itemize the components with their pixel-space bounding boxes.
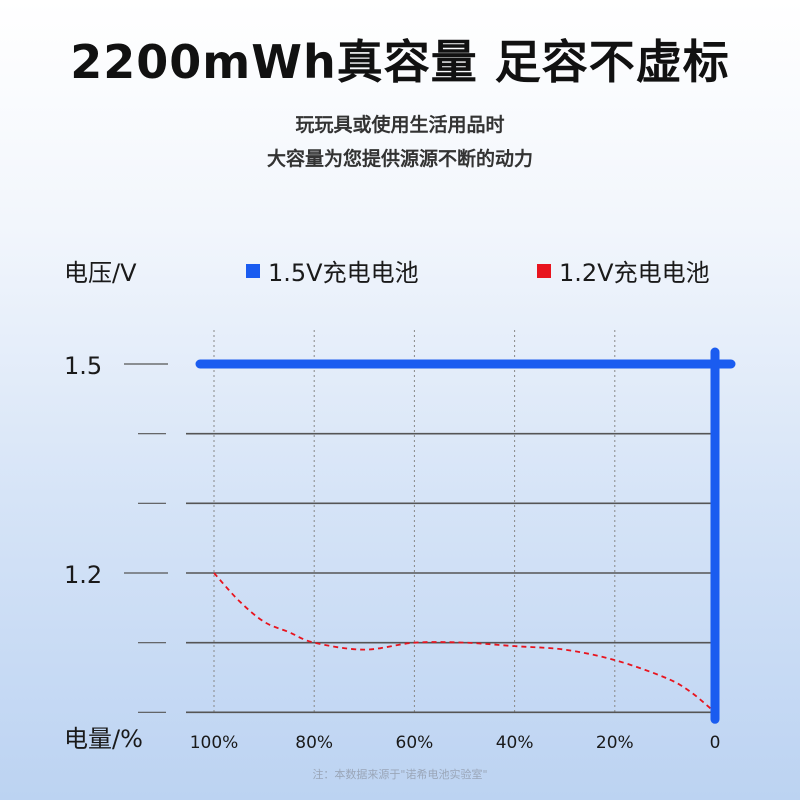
axis-labels: 电压/V 电量/% [64,259,143,753]
horizontal-gridlines: 1.5 1.2 [64,352,715,714]
x-tick-label: 20% [596,733,634,753]
page-title: 2200mWh真容量 足容不虚标 [70,35,730,89]
x-tick-label: 100% [190,733,239,753]
legend-label: 1.5V充电电池 [268,259,419,287]
x-tick-label: 60% [396,733,434,753]
y-tick-label: 1.5 [64,352,102,380]
y-axis-label: 电压/V [64,259,137,287]
legend-label: 1.2V充电电池 [559,259,710,287]
data-source-note: 注：本数据来源于"诺希电池实验室" [312,768,488,781]
x-tick-label: 40% [496,733,534,753]
legend-swatch [246,264,260,278]
legend-swatch [537,264,551,278]
x-tick-label: 0 [710,733,721,753]
subtitle-line-1: 玩玩具或使用生活用品时 [295,114,505,136]
vertical-gridlines: 100% 80% 60% 40% 20% 0 [190,330,721,753]
x-axis-label: 电量/% [64,725,143,753]
series-line-1.2v [213,572,716,714]
series-line-1.5v [195,347,736,724]
series-layer [195,347,736,724]
y-tick-label: 1.2 [64,561,102,589]
x-tick-label: 80% [295,733,333,753]
subtitle-line-2: 大容量为您提供源源不断的动力 [266,148,533,170]
legend: 1.5V充电电池 1.2V充电电池 [246,259,710,287]
